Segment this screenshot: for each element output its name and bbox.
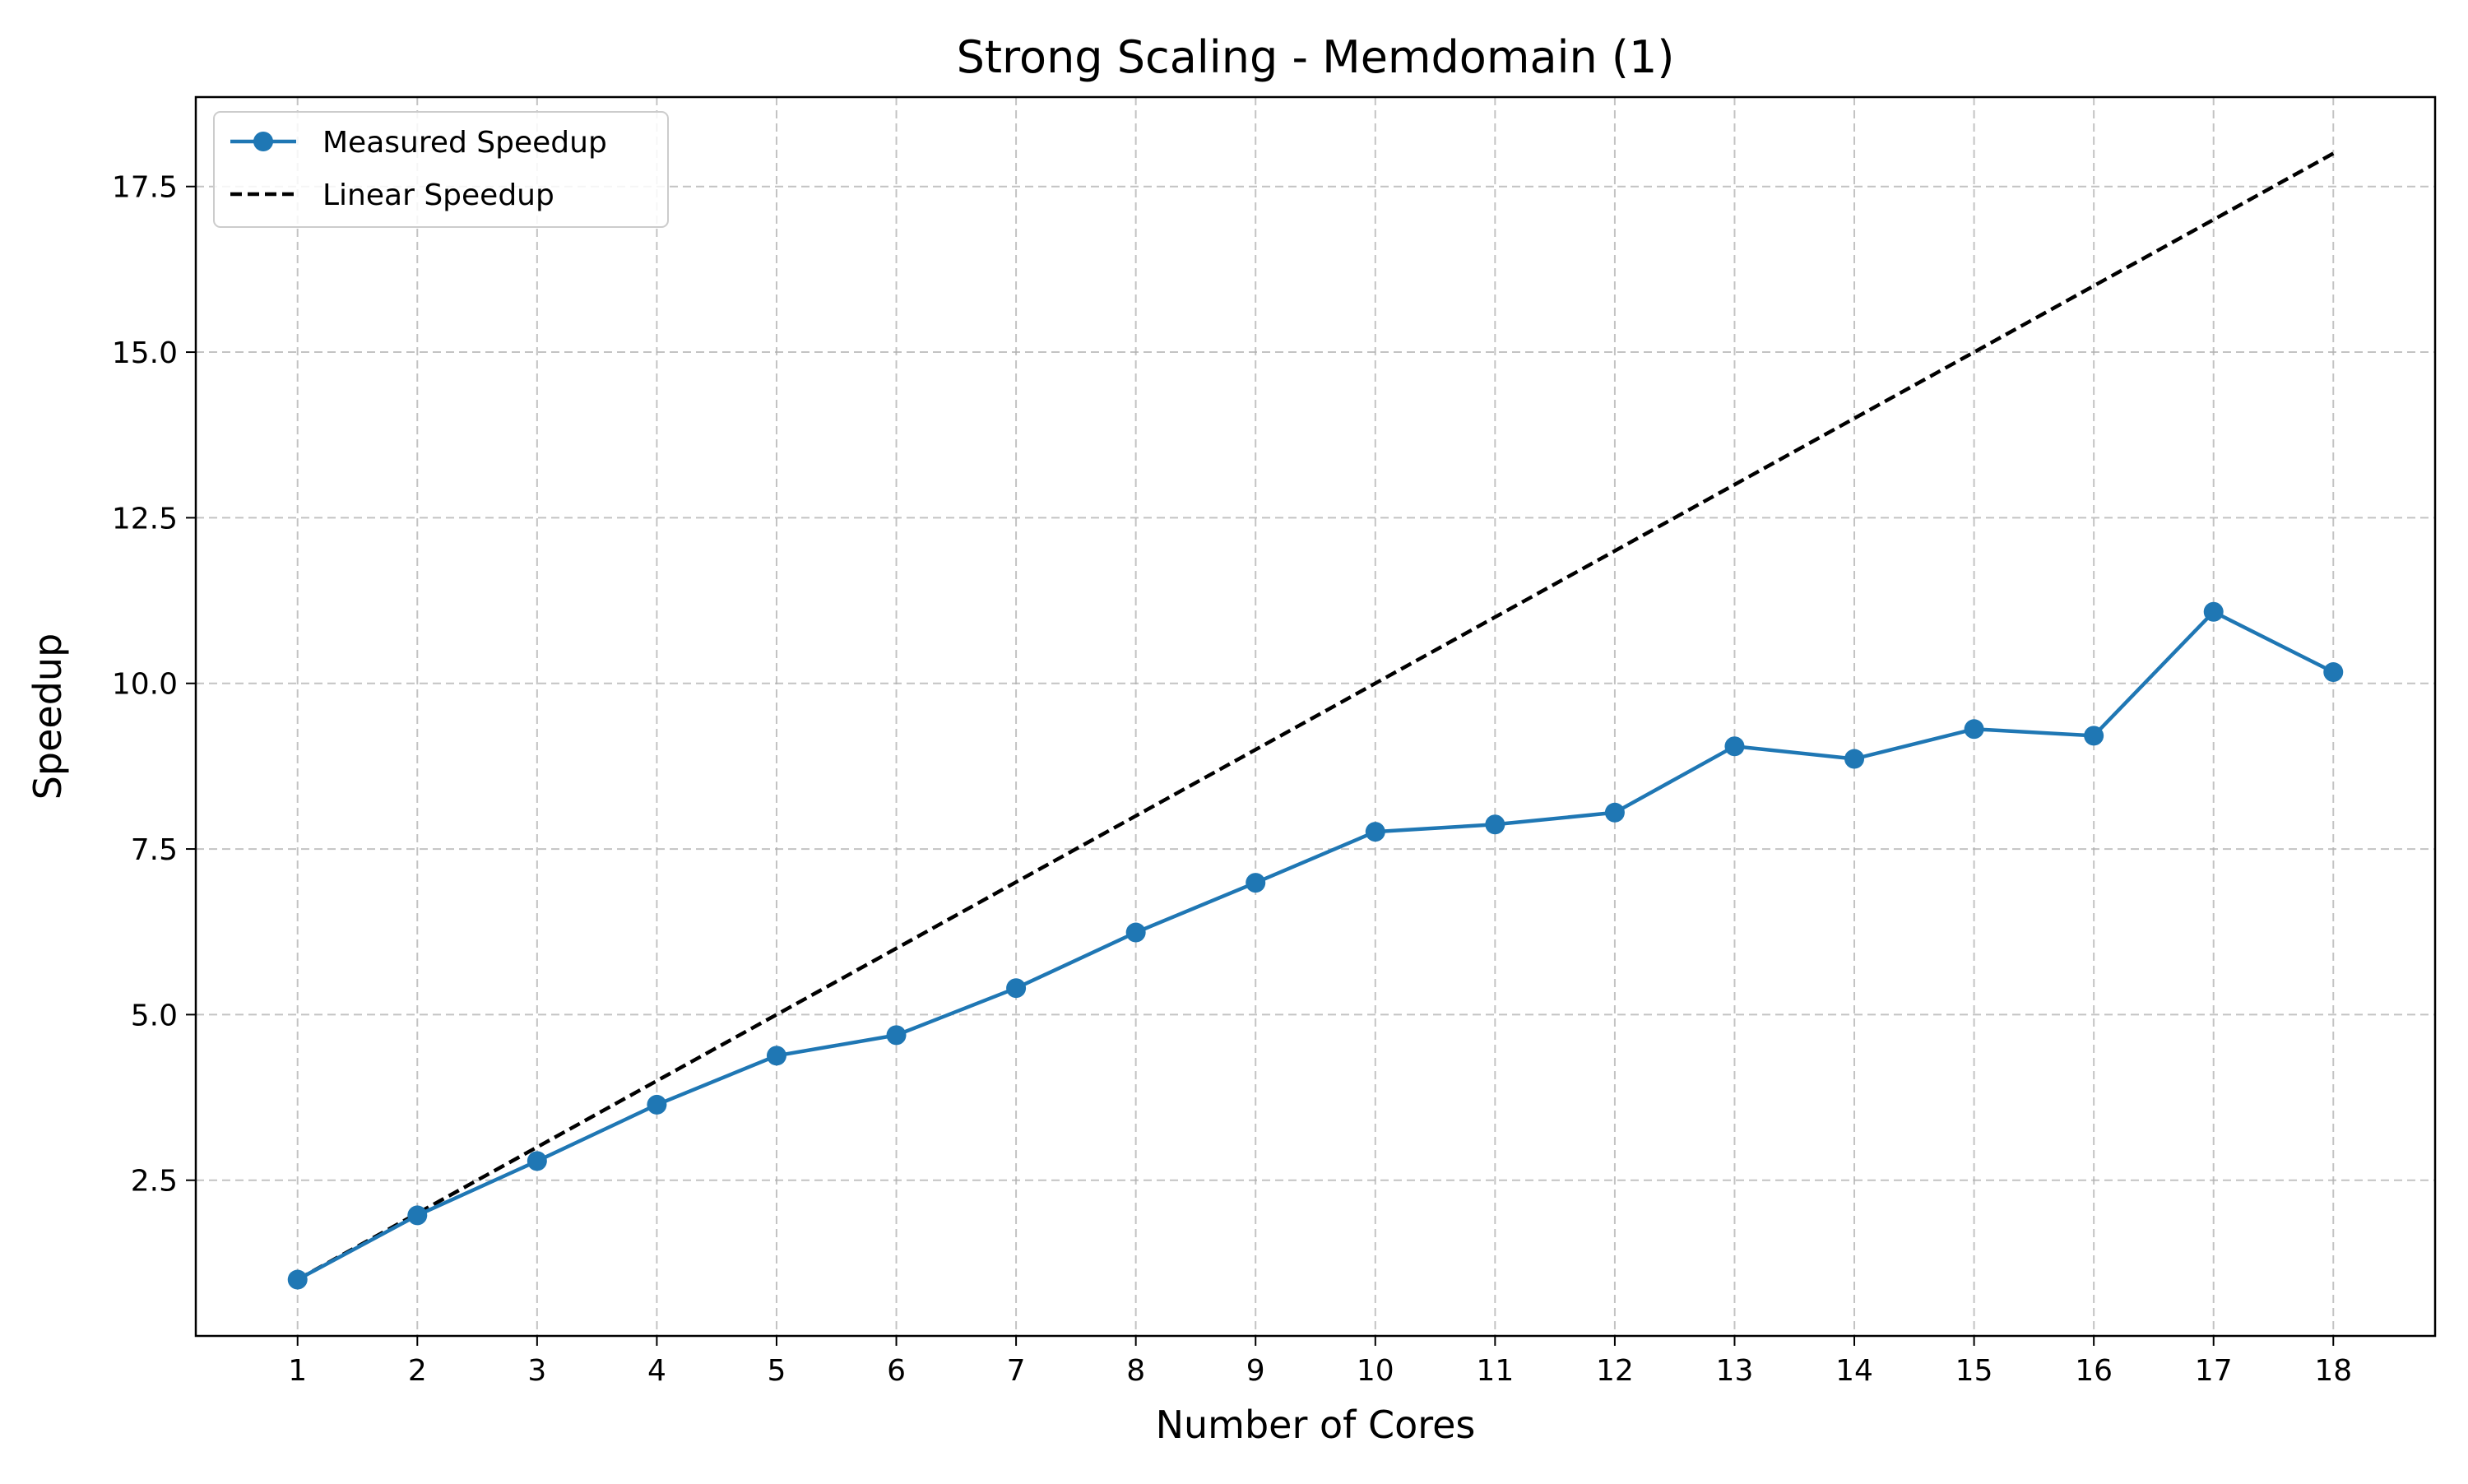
- measured-speedup-point: [1125, 922, 1146, 943]
- measured-speedup-point: [2323, 662, 2344, 683]
- measured-speedup-point: [1365, 822, 1385, 842]
- measured-speedup-point: [1964, 719, 1984, 740]
- y-tick-label: 2.5: [131, 1165, 178, 1199]
- x-tick-label: 5: [768, 1354, 786, 1388]
- y-tick-label: 5.0: [131, 999, 178, 1032]
- measured-speedup-point: [766, 1046, 786, 1066]
- y-tick-label: 15.0: [112, 336, 178, 370]
- legend-measured-speedup-label: Measured Speedup: [322, 126, 607, 160]
- y-tick-label: 12.5: [112, 502, 178, 536]
- x-tick-label: 18: [2314, 1354, 2352, 1388]
- measured-speedup-point: [407, 1205, 428, 1226]
- measured-speedup-point: [886, 1025, 907, 1046]
- x-tick-label: 17: [2195, 1354, 2233, 1388]
- x-tick-label: 4: [647, 1354, 666, 1388]
- measured-speedup-point: [1485, 814, 1505, 835]
- measured-speedup-line: [296, 610, 2335, 1282]
- x-tick-label: 15: [1955, 1354, 1993, 1388]
- measured-speedup-point: [2203, 601, 2224, 622]
- measured-speedup-point: [2084, 726, 2104, 746]
- y-tick-label: 7.5: [131, 833, 178, 867]
- grid-lines: [196, 97, 2435, 1336]
- x-tick-label: 2: [408, 1354, 427, 1388]
- x-tick-label: 6: [887, 1354, 906, 1388]
- measured-speedup-point: [1724, 736, 1745, 757]
- y-axis-title: Speedup: [26, 633, 70, 800]
- x-tick-label: 14: [1835, 1354, 1873, 1388]
- x-axis-title: Number of Cores: [1156, 1403, 1476, 1447]
- x-tick-label: 7: [1007, 1354, 1026, 1388]
- x-tick-label: 3: [527, 1354, 546, 1388]
- x-tick-label: 11: [1476, 1354, 1514, 1388]
- legend-measured-speedup-marker: [253, 132, 273, 151]
- x-tick-label: 9: [1246, 1354, 1265, 1388]
- measured-speedup-point: [1006, 978, 1027, 999]
- legend-linear-speedup-label: Linear Speedup: [322, 179, 554, 212]
- measured-speedup-point: [287, 1269, 308, 1290]
- x-tick-label: 8: [1126, 1354, 1145, 1388]
- plot-frame: [194, 95, 2437, 1338]
- chart-title: Strong Scaling - Memdomain (1): [957, 31, 1675, 83]
- measured-speedup-point: [647, 1094, 667, 1115]
- measured-speedup-point: [1604, 802, 1625, 823]
- linear-speedup-line: [296, 151, 2335, 1282]
- measured-speedup-point: [1246, 873, 1266, 893]
- x-tick-label: 16: [2075, 1354, 2113, 1388]
- measured-speedup-point: [1844, 749, 1865, 769]
- legend: Measured Speedup Linear Speedup: [213, 111, 669, 228]
- axis-ticks: 1 2 3 4 5 6 7 8 9 10 11 12 13 14 15 16 17 182.55.07.510.0…: [112, 171, 2352, 1388]
- y-tick-label: 10.0: [112, 668, 178, 702]
- plot-series: [287, 151, 2344, 1290]
- x-tick-label: 10: [1357, 1354, 1394, 1388]
- x-tick-label: 12: [1596, 1354, 1634, 1388]
- x-tick-label: 1: [288, 1354, 307, 1388]
- measured-speedup-point: [527, 1151, 547, 1171]
- y-tick-label: 17.5: [112, 171, 178, 205]
- x-tick-label: 13: [1716, 1354, 1754, 1388]
- legend-box: [213, 111, 669, 228]
